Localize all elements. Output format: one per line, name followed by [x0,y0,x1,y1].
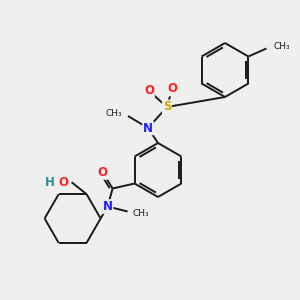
Text: O: O [167,82,177,95]
Text: CH₃: CH₃ [133,209,149,218]
Text: N: N [103,200,112,213]
Text: O: O [144,85,154,98]
Text: CH₃: CH₃ [105,110,122,118]
Text: CH₃: CH₃ [273,42,290,51]
Text: S: S [163,100,171,113]
Text: O: O [98,166,108,179]
Text: H: H [45,176,55,189]
Text: O: O [58,176,69,189]
Text: N: N [143,122,153,134]
